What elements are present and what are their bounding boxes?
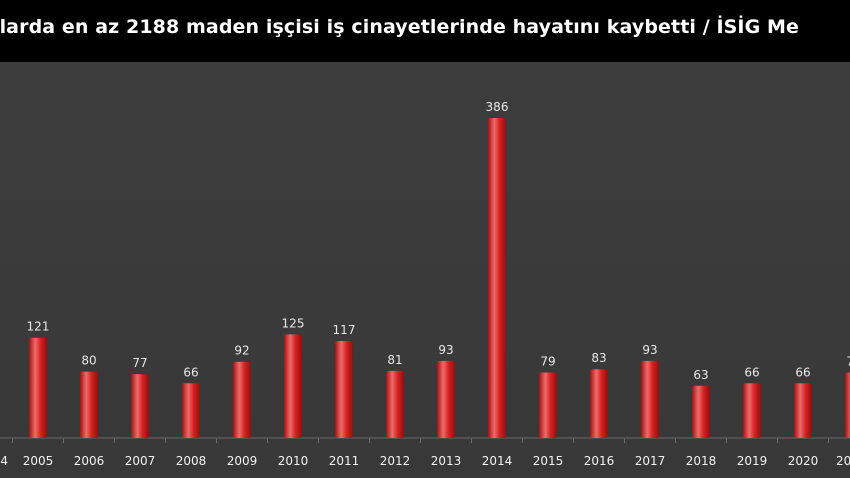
value-label-2011: 117 [333, 323, 356, 337]
x-tick-label-2020: 2020 [788, 454, 819, 468]
x-tick-label-2004: 4 [0, 454, 8, 468]
chart-title: 'li yıllarda en az 2188 maden işçisi iş … [0, 16, 799, 38]
value-label-2014: 386 [486, 100, 509, 114]
bar-2007 [131, 374, 149, 438]
bar-2016 [590, 369, 608, 438]
bar-2012 [386, 370, 404, 438]
value-label-2007: 77 [132, 356, 147, 370]
x-tick-label-2008: 2008 [176, 454, 207, 468]
bar-2006 [80, 371, 98, 438]
x-tick-label-2019: 2019 [737, 454, 768, 468]
bar-2008 [182, 383, 200, 438]
bar-2018 [692, 385, 710, 438]
bar-2020 [794, 383, 812, 438]
x-tick-label-2012: 2012 [380, 454, 411, 468]
value-label-2018: 63 [693, 368, 708, 382]
x-tick-label-2015: 2015 [533, 454, 564, 468]
value-label-2021: 79 [846, 355, 850, 369]
bar-2009 [233, 361, 251, 438]
value-label-2017: 93 [642, 343, 657, 357]
x-tick-label-2007: 2007 [125, 454, 156, 468]
value-label-2010: 125 [282, 316, 305, 330]
value-label-2015: 79 [540, 355, 555, 369]
x-tick-label-2009: 2009 [227, 454, 258, 468]
bar-2019 [743, 383, 761, 438]
x-tick-label-2017: 2017 [635, 454, 666, 468]
value-label-2013: 93 [438, 343, 453, 357]
bar-2013 [437, 360, 455, 438]
value-label-2019: 66 [744, 365, 759, 379]
bar-2017 [641, 360, 659, 438]
bar-2005 [29, 337, 47, 438]
value-label-2006: 80 [81, 354, 96, 368]
value-label-2009: 92 [234, 344, 249, 358]
x-tick-label-2014: 2014 [482, 454, 513, 468]
x-tick-label-2006: 2006 [74, 454, 105, 468]
bar-2015 [539, 372, 557, 438]
value-label-2008: 66 [183, 365, 198, 379]
bar-2011 [335, 341, 353, 438]
bar-2014 [488, 118, 506, 438]
x-tick-label-2016: 2016 [584, 454, 615, 468]
value-label-2020: 66 [795, 365, 810, 379]
value-label-2016: 83 [591, 351, 606, 365]
bar-2021 [845, 372, 850, 438]
title-bar: 'li yıllarda en az 2188 maden işçisi iş … [0, 0, 850, 62]
x-tick-label-2005: 2005 [23, 454, 54, 468]
x-tick-label-2018: 2018 [686, 454, 717, 468]
bar-2010 [284, 334, 302, 438]
x-tick-label-2011: 2011 [329, 454, 360, 468]
x-tick-label-2021: 202 [836, 454, 850, 468]
value-label-2005: 121 [27, 320, 50, 334]
value-label-2012: 81 [387, 353, 402, 367]
x-tick-label-2010: 2010 [278, 454, 309, 468]
x-tick-label-2013: 2013 [431, 454, 462, 468]
